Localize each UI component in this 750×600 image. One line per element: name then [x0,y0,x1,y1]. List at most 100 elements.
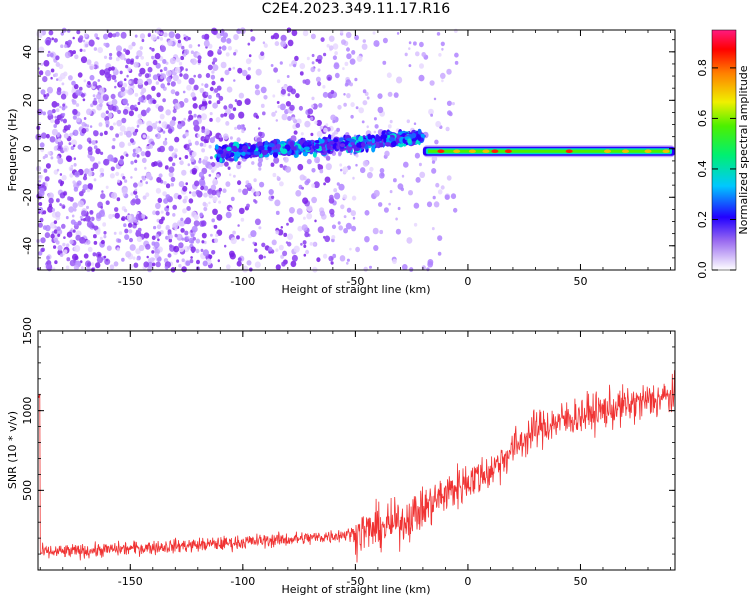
bottom-plot-frame [37,330,676,571]
noise-point [197,59,202,64]
noise-point [144,81,149,86]
noise-point [121,187,128,195]
noise-point [77,200,84,208]
noise-point [168,31,175,38]
noise-point [72,202,78,209]
noise-point [129,237,133,243]
noise-point [63,191,67,196]
noise-point [379,229,384,235]
noise-point [322,85,326,89]
noise-point [59,105,62,109]
noise-point [127,88,134,96]
noise-point [451,102,455,106]
noise-point [379,168,385,174]
x-tick-label: 0 [464,275,471,288]
noise-point [95,148,101,155]
noise-point [42,76,48,83]
noise-point [53,38,58,43]
ridge-point [314,145,320,150]
noise-point [184,49,190,55]
noise-point [162,130,166,134]
noise-point [152,56,155,59]
ridge-point [217,149,224,155]
noise-point [315,76,321,83]
ridge-point [328,141,335,145]
noise-point [51,128,58,136]
noise-point [361,43,368,50]
noise-point [155,210,160,216]
noise-point [219,31,224,37]
colorbar-tick-label: 0.8 [696,59,709,77]
noise-point [40,89,46,95]
noise-point [223,105,228,110]
noise-point [212,102,218,109]
noise-point [218,187,222,192]
noise-point [279,163,284,168]
noise-point [82,184,89,191]
noise-point [124,179,128,183]
noise-point [108,101,113,106]
noise-point [220,61,227,69]
noise-point [362,39,366,43]
colorbar-ticks: 0.0 0.2 0.4 0.6 0.8 [696,59,736,279]
noise-point [181,266,187,273]
noise-point [100,112,106,119]
noise-point [57,233,61,237]
noise-point [157,197,163,203]
noise-point [89,125,93,128]
noise-point [454,60,459,65]
noise-point [125,153,129,157]
noise-point [258,127,261,130]
noise-point [228,103,234,109]
noise-point [65,155,72,162]
noise-point [299,71,304,76]
noise-point [320,37,325,42]
noise-point [337,221,341,225]
noise-point [289,63,292,67]
noise-point [192,236,196,241]
noise-point [229,207,233,211]
noise-point [39,187,45,194]
noise-point [68,75,73,81]
noise-point [389,119,393,124]
noise-point [304,78,311,86]
noise-point [160,210,164,214]
y-tick-label: 0 [21,145,34,152]
noise-point [109,173,115,179]
noise-point [54,115,57,119]
noise-point [45,133,50,139]
noise-point [353,134,357,138]
noise-point [102,94,109,102]
noise-point [192,119,199,127]
noise-point [50,68,55,73]
noise-point [338,225,344,231]
noise-point [43,93,47,98]
noise-point [445,126,450,132]
noise-point [72,229,76,233]
noise-point [96,93,102,100]
noise-point [73,264,79,271]
noise-point [179,73,183,77]
noise-point [324,235,331,243]
noise-point [179,160,184,166]
noise-point [172,222,179,230]
noise-point [281,113,288,121]
noise-point [86,188,91,193]
noise-point [145,150,151,158]
noise-point [345,222,352,230]
noise-point [47,50,51,54]
noise-point [207,50,214,57]
noise-point [401,174,405,178]
noise-point [403,161,409,168]
noise-point [307,108,314,115]
noise-point [116,50,122,57]
noise-point [421,265,426,271]
noise-point [102,222,107,227]
noise-point [190,92,196,98]
noise-point [44,154,48,158]
ridge-point [362,139,369,143]
noise-point [80,56,88,64]
noise-point [363,266,368,272]
noise-point [273,32,280,40]
noise-point [326,44,330,48]
